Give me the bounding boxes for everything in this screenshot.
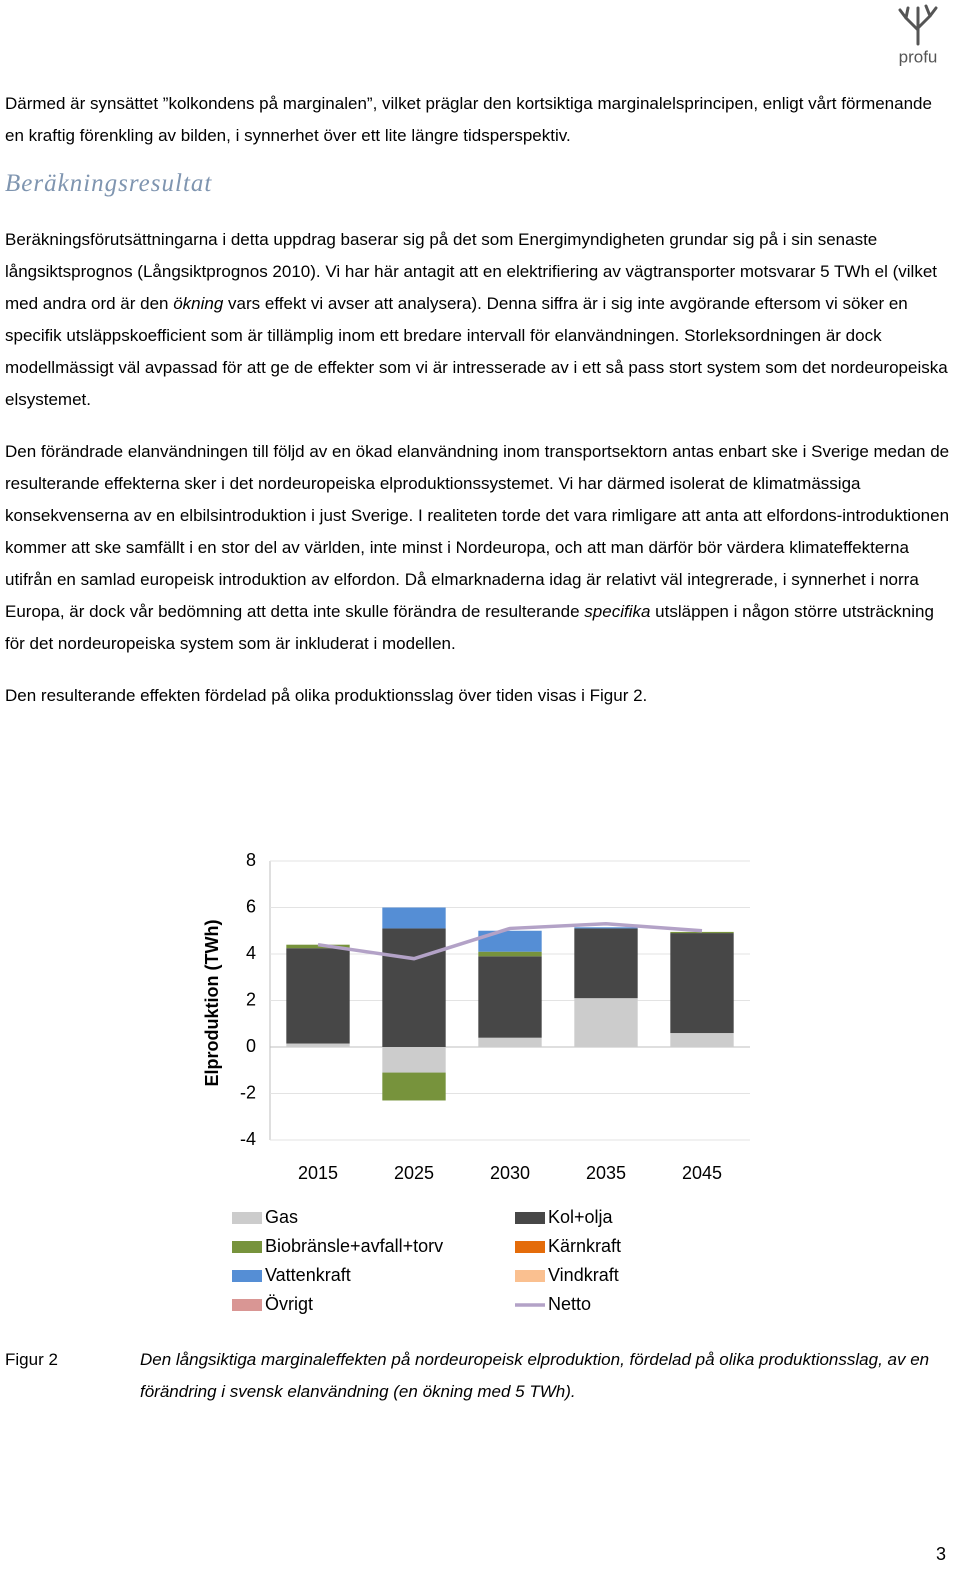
figure-caption: Den långsiktiga marginaleffekten på nord… bbox=[140, 1350, 930, 1401]
logo-tree bbox=[898, 4, 938, 46]
legend-swatch bbox=[232, 1299, 262, 1311]
legend-swatch bbox=[232, 1241, 262, 1253]
paragraph: Beräkningsförutsättningarna i detta uppd… bbox=[5, 224, 950, 416]
y-tick-label: -4 bbox=[240, 1129, 256, 1149]
paragraph: Den resulterande effekten fördelad på ol… bbox=[5, 680, 950, 712]
bar-segment bbox=[286, 948, 350, 1044]
legend-swatch bbox=[232, 1212, 262, 1224]
legend-label: Kärnkraft bbox=[548, 1236, 621, 1256]
bar-segment bbox=[382, 928, 446, 1047]
bar-segment bbox=[574, 928, 638, 999]
chart: Elproduktion (TWh) -4 -2 0 2 4 6 8 2015 2025 2030… bbox=[202, 850, 750, 1314]
emphasis: ökning bbox=[173, 294, 224, 313]
text-run: Beräkningsförutsättningarna i detta uppd… bbox=[5, 230, 938, 313]
bar-segment bbox=[574, 998, 638, 1047]
bar-segment bbox=[382, 907, 446, 929]
page-number: 3 bbox=[935, 1544, 946, 1564]
text-run: utsläppen i någon större utsträckning fö… bbox=[5, 602, 934, 653]
legend-label: Netto bbox=[548, 1294, 591, 1314]
legend-swatch bbox=[232, 1270, 262, 1282]
text-run: vars effekt vi avser att analysera). Den… bbox=[5, 294, 948, 409]
y-tick-label: 2 bbox=[246, 989, 256, 1009]
bar-segment bbox=[382, 1047, 446, 1073]
legend-swatch bbox=[515, 1270, 545, 1282]
bar-segment bbox=[670, 933, 734, 1034]
legend-label: Vattenkraft bbox=[265, 1265, 351, 1285]
logo-text: profu bbox=[899, 47, 938, 66]
y-tick-label: 8 bbox=[246, 850, 256, 870]
bar-segment bbox=[382, 1072, 446, 1101]
y-axis-label: Elproduktion (TWh) bbox=[202, 920, 222, 1087]
bar-segment bbox=[478, 956, 542, 1038]
legend-swatch bbox=[515, 1241, 545, 1253]
legend-label: Gas bbox=[265, 1207, 298, 1227]
x-tick-label: 2035 bbox=[586, 1163, 626, 1183]
bar-segment bbox=[478, 930, 542, 952]
legend-label: Vindkraft bbox=[548, 1265, 619, 1285]
logo: profu bbox=[898, 4, 938, 66]
legend-label: Kol+olja bbox=[548, 1207, 614, 1227]
figure-label: Figur 2 bbox=[5, 1350, 58, 1369]
x-tick-label: 2045 bbox=[682, 1163, 722, 1183]
y-tick-label: 0 bbox=[246, 1036, 256, 1056]
x-tick-label: 2025 bbox=[394, 1163, 434, 1183]
bar-segment bbox=[574, 927, 638, 929]
paragraph: Den förändrade elanvändningen till följd… bbox=[5, 436, 950, 660]
y-tick-label: 6 bbox=[246, 896, 256, 916]
bar-segment bbox=[478, 951, 542, 957]
legend-swatch bbox=[515, 1212, 545, 1224]
y-tick-label: 4 bbox=[246, 943, 256, 963]
body-text: Därmed är synsättet ”kolkondens på margi… bbox=[5, 88, 950, 732]
line-series bbox=[317, 922, 703, 961]
legend-label: Biobränsle+avfall+torv bbox=[265, 1236, 443, 1256]
emphasis: specifika bbox=[584, 602, 651, 621]
section-heading: Beräkningsresultat bbox=[5, 170, 213, 197]
text-run: Därmed är synsättet ”kolkondens på margi… bbox=[5, 94, 932, 145]
bar-segment bbox=[670, 1033, 734, 1047]
bar-segment bbox=[670, 931, 734, 934]
legend-label: Övrigt bbox=[265, 1294, 313, 1314]
bar-segment bbox=[478, 1037, 542, 1047]
x-tick-label: 2030 bbox=[490, 1163, 530, 1183]
text-run: Den förändrade elanvändningen till följd… bbox=[5, 442, 950, 621]
text-run: Den resulterande effekten fördelad på ol… bbox=[5, 686, 648, 705]
paragraph: Därmed är synsättet ”kolkondens på margi… bbox=[5, 88, 950, 152]
x-tick-label: 2015 bbox=[298, 1163, 338, 1183]
bar-segment bbox=[286, 1043, 350, 1047]
y-tick-label: -2 bbox=[240, 1082, 256, 1102]
